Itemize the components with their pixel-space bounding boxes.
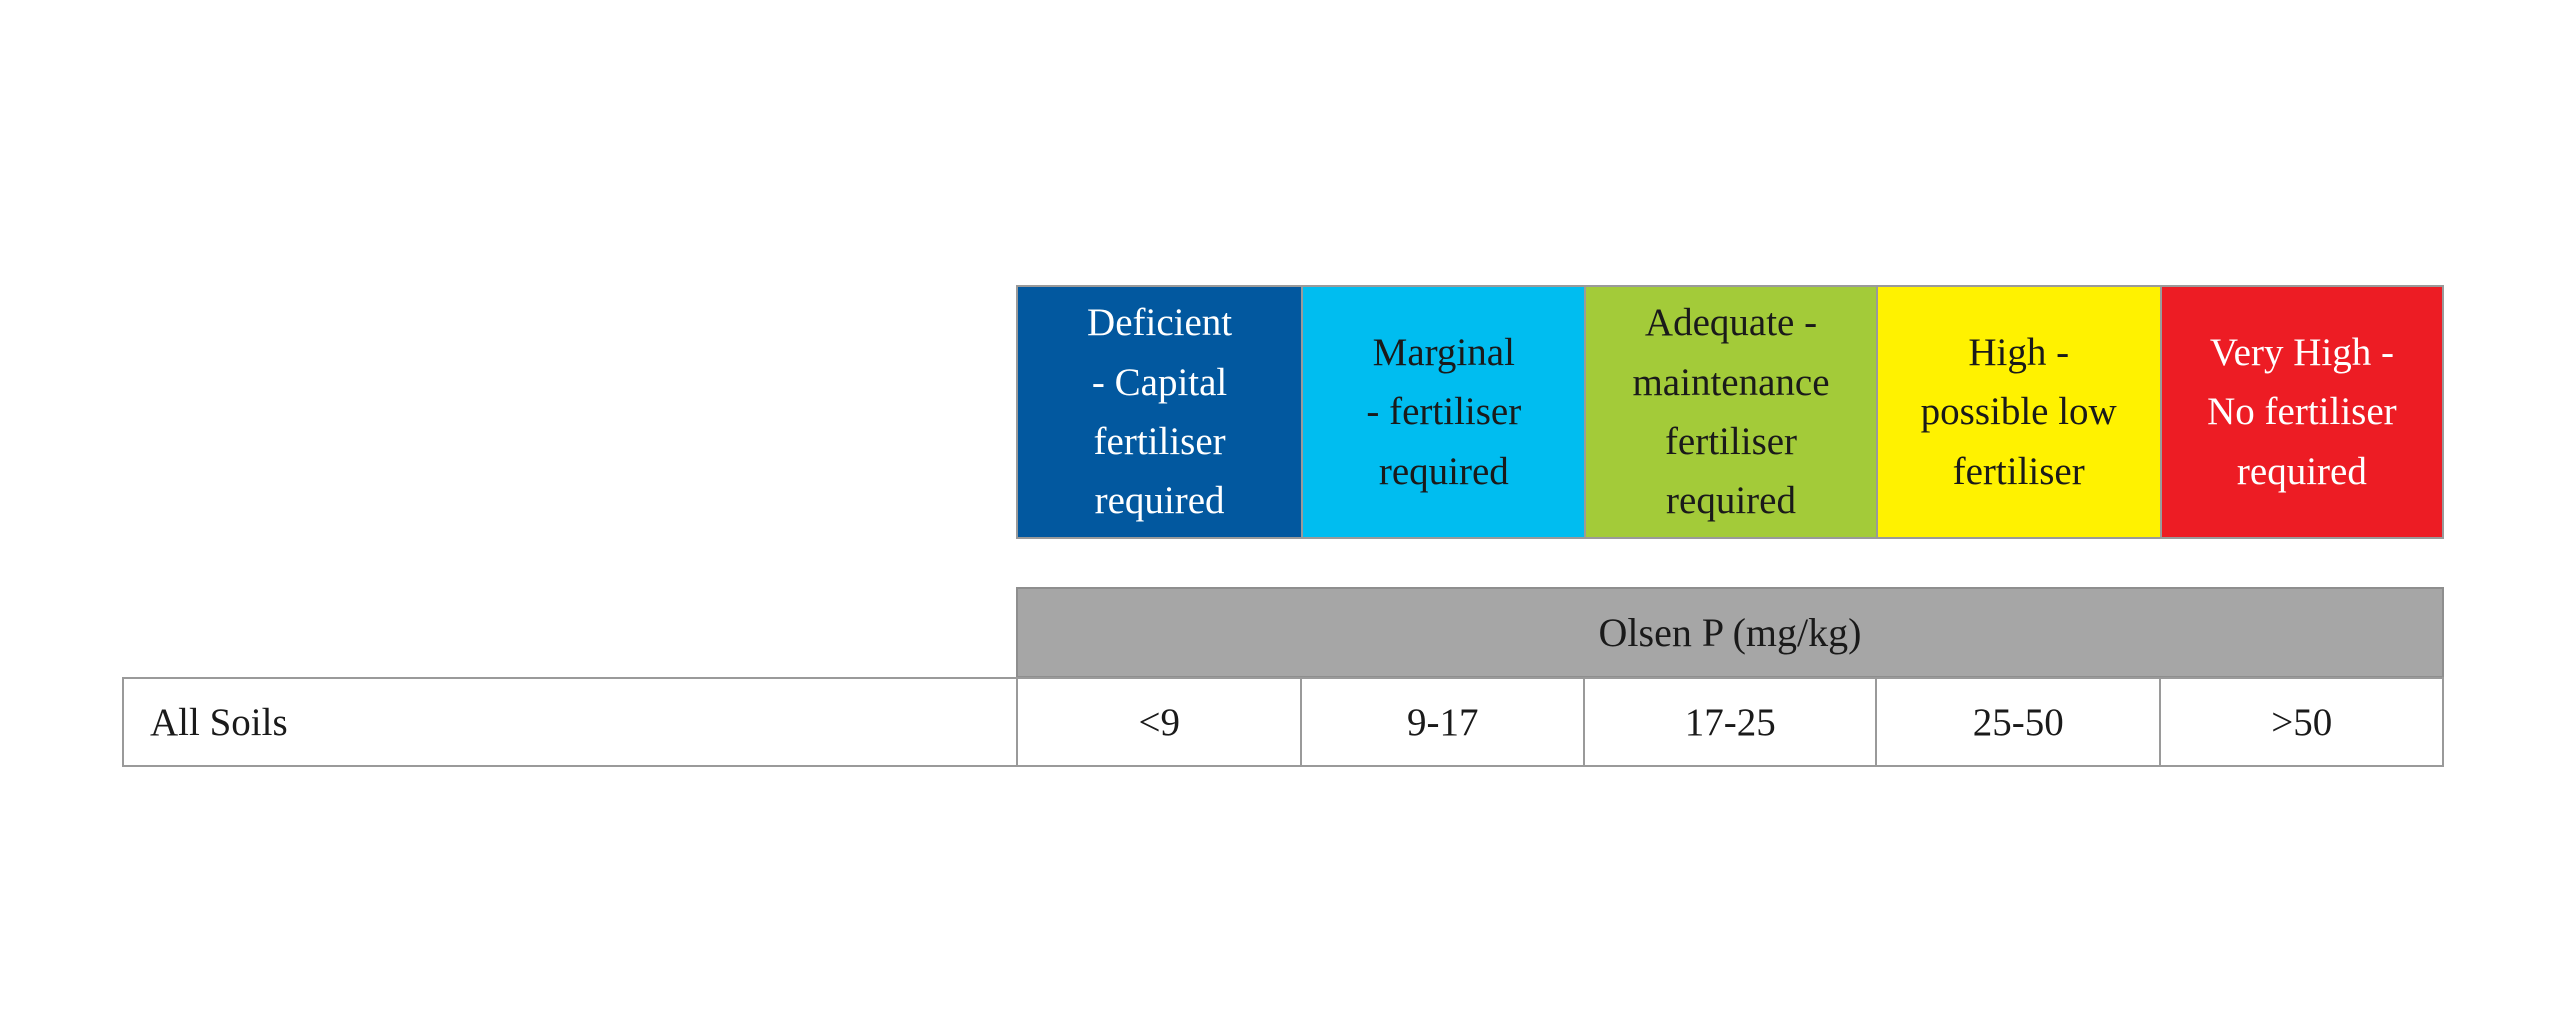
category-deficient: Deficient - Capital fertiliser required (1018, 287, 1302, 537)
value-very-high: >50 (2159, 679, 2442, 765)
category-label: Deficient - Capital fertiliser required (1087, 301, 1233, 523)
category-very-high: Very High - No fertiliser required (2159, 287, 2442, 537)
row-label: All Soils (150, 700, 288, 744)
olsen-p-label: Olsen P (mg/kg) (1598, 610, 1862, 655)
olsen-p-header: Olsen P (mg/kg) (1016, 587, 2444, 678)
value-deficient: <9 (1016, 679, 1300, 765)
category-marginal: Marginal - fertiliser required (1301, 287, 1585, 537)
category-label: Very High - No fertiliser required (2207, 331, 2397, 493)
table-row: All Soils <9 9-17 17-25 25-50 >50 (122, 677, 2444, 767)
category-label: High - possible low fertiliser (1920, 331, 2117, 493)
value-marginal: 9-17 (1299, 679, 1584, 765)
category-header-row: Deficient - Capital fertiliser required … (1016, 285, 2444, 539)
value-high: 25-50 (1874, 679, 2160, 765)
category-adequate: Adequate - maintenance fertiliser requir… (1584, 287, 1876, 537)
category-label: Marginal - fertiliser required (1366, 331, 1522, 493)
category-label: Adequate - maintenance fertiliser requir… (1632, 301, 1830, 523)
category-high: High - possible low fertiliser (1875, 287, 2160, 537)
value-adequate: 17-25 (1583, 679, 1875, 765)
